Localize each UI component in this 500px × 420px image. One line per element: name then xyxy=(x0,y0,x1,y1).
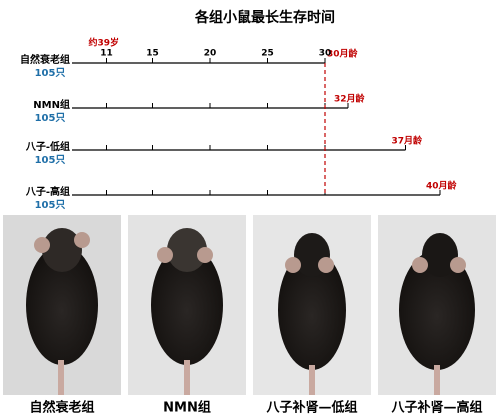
photo xyxy=(378,215,496,395)
group-name: 自然衰老组 xyxy=(20,53,70,66)
photo-caption: 自然衰老组 xyxy=(29,400,94,416)
photo xyxy=(253,215,371,395)
value-label: 32月龄 xyxy=(334,93,366,105)
photo-caption: 八子补肾—低组 xyxy=(265,400,357,416)
x-tick-label: 20 xyxy=(204,49,217,59)
group-name: NMN组 xyxy=(33,98,70,111)
group-size: 105只 xyxy=(35,199,66,211)
group-name: 八子-高组 xyxy=(25,185,70,198)
x-tick-label: 25 xyxy=(261,49,274,59)
x-tick-label: 15 xyxy=(146,49,159,59)
x-tick-label: 30 xyxy=(319,49,332,59)
x-tick-label: 11 xyxy=(100,49,113,59)
value-label: 40月龄 xyxy=(426,180,458,192)
photo-caption: NMN组 xyxy=(163,400,211,416)
group-size: 105只 xyxy=(35,154,66,166)
group-name: 八子-低组 xyxy=(25,140,70,153)
annotation: 约39岁 xyxy=(89,37,120,49)
photo xyxy=(3,215,121,395)
photo-caption: 八子补肾—高组 xyxy=(390,400,482,416)
value-label: 30月龄 xyxy=(327,48,359,60)
photo xyxy=(128,215,246,395)
value-label: 37月龄 xyxy=(392,135,424,147)
group-size: 105只 xyxy=(35,112,66,124)
photo-panels xyxy=(3,215,496,395)
group-size: 105只 xyxy=(35,67,66,79)
chart-title: 各组小鼠最长生存时间 xyxy=(194,9,335,26)
